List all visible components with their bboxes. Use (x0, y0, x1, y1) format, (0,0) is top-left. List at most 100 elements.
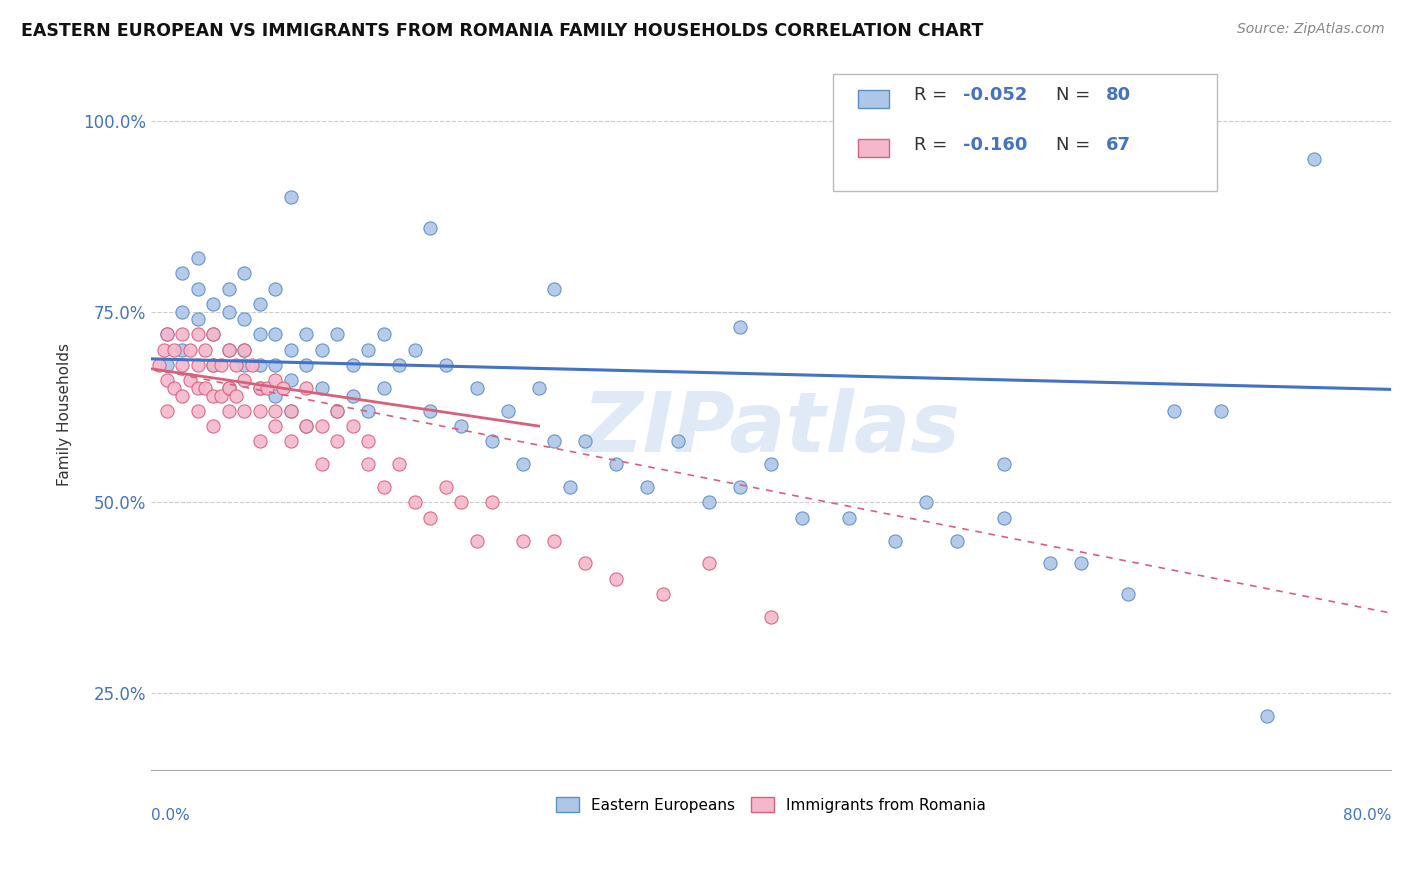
Text: 67: 67 (1107, 136, 1130, 153)
Point (311, 457, 333, 471)
Text: -0.052: -0.052 (963, 87, 1028, 104)
Point (202, 388, 225, 402)
Point (280, 404, 302, 418)
Point (271, 381, 294, 395)
Point (404, 343, 426, 357)
Point (209, 358, 232, 372)
Point (264, 419, 287, 434)
Point (574, 557, 596, 571)
Point (187, 282, 209, 296)
Point (759, 457, 782, 471)
Point (249, 381, 271, 395)
Text: Source: ZipAtlas.com: Source: ZipAtlas.com (1237, 22, 1385, 37)
Point (280, 190, 302, 204)
Point (434, 358, 457, 372)
Point (172, 388, 194, 402)
Point (187, 381, 209, 395)
Point (357, 457, 380, 471)
Point (697, 495, 720, 509)
Point (295, 419, 318, 434)
Point (202, 327, 225, 342)
Point (357, 434, 380, 449)
Point (884, 533, 907, 548)
FancyBboxPatch shape (834, 74, 1218, 191)
Point (233, 404, 256, 418)
Point (419, 220, 441, 235)
Point (218, 343, 240, 357)
Point (342, 388, 364, 402)
Point (543, 533, 565, 548)
Point (481, 495, 503, 509)
Point (728, 319, 751, 334)
Point (264, 327, 287, 342)
Point (202, 358, 225, 372)
Point (295, 381, 318, 395)
Point (465, 533, 488, 548)
Point (326, 404, 349, 418)
Point (156, 327, 179, 342)
Point (172, 304, 194, 318)
Point (946, 533, 969, 548)
Point (993, 510, 1015, 524)
Point (543, 434, 565, 449)
Text: 80: 80 (1107, 87, 1130, 104)
Point (218, 304, 240, 318)
Point (295, 419, 318, 434)
Point (759, 610, 782, 624)
Point (574, 434, 596, 449)
Point (152, 343, 174, 357)
Text: EASTERN EUROPEAN VS IMMIGRANTS FROM ROMANIA FAMILY HOUSEHOLDS CORRELATION CHART: EASTERN EUROPEAN VS IMMIGRANTS FROM ROMA… (21, 22, 983, 40)
Point (450, 495, 472, 509)
Point (156, 358, 179, 372)
Point (233, 312, 256, 326)
Point (342, 358, 364, 372)
Point (311, 381, 333, 395)
Point (388, 358, 411, 372)
Point (202, 358, 225, 372)
Point (527, 381, 550, 395)
Point (256, 381, 278, 395)
Point (156, 404, 179, 418)
Point (388, 457, 411, 471)
Point (264, 373, 287, 387)
Point (249, 381, 271, 395)
Point (218, 381, 240, 395)
Point (357, 343, 380, 357)
Point (218, 404, 240, 418)
Point (915, 495, 938, 509)
Point (666, 434, 689, 449)
Point (240, 358, 263, 372)
Point (163, 381, 186, 395)
Point (605, 457, 627, 471)
Point (434, 480, 457, 494)
Point (172, 266, 194, 280)
Point (311, 419, 333, 434)
Point (838, 510, 860, 524)
Point (249, 404, 271, 418)
Text: N =: N = (1056, 136, 1097, 153)
Point (249, 434, 271, 449)
Point (1039, 557, 1062, 571)
FancyBboxPatch shape (858, 139, 889, 157)
Point (194, 381, 217, 395)
Text: -0.160: -0.160 (963, 136, 1028, 153)
Point (249, 327, 271, 342)
Point (225, 388, 247, 402)
Point (373, 327, 395, 342)
Point (496, 404, 519, 418)
Point (264, 282, 287, 296)
Point (993, 457, 1015, 471)
Point (233, 343, 256, 357)
Point (512, 533, 534, 548)
FancyBboxPatch shape (858, 90, 889, 108)
Point (1070, 557, 1092, 571)
Text: ZIPatlas: ZIPatlas (582, 388, 960, 469)
Point (465, 381, 488, 395)
Point (233, 373, 256, 387)
Point (419, 510, 441, 524)
Point (1302, 152, 1324, 166)
Point (187, 251, 209, 265)
Point (357, 404, 380, 418)
Point (605, 572, 627, 586)
Text: R =: R = (914, 87, 953, 104)
